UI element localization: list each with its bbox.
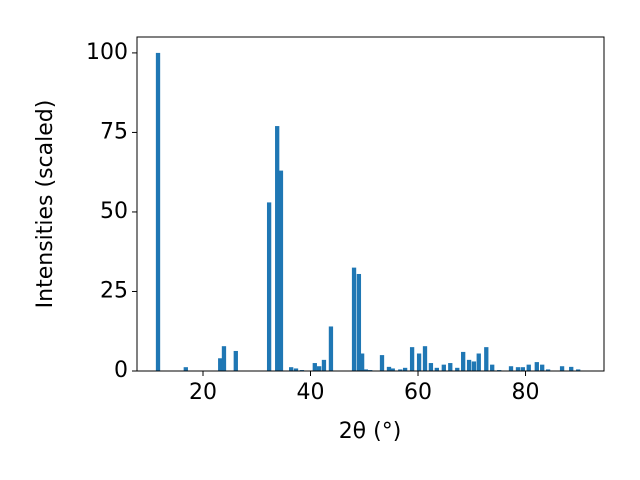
bar (398, 369, 403, 371)
bar (520, 367, 525, 371)
bar (466, 359, 472, 371)
y-tick-label: 75 (100, 119, 128, 144)
bar (471, 361, 477, 371)
bar (218, 358, 223, 371)
bar (448, 363, 453, 371)
bar (221, 346, 227, 371)
bar (351, 267, 357, 371)
bar (569, 366, 574, 371)
bar (545, 369, 551, 371)
bar (379, 355, 385, 371)
y-tick-label: 25 (100, 278, 128, 303)
bar (328, 326, 334, 371)
bar (316, 366, 322, 371)
y-axis-label: Intensities (scaled) (33, 100, 58, 309)
y-tick-label: 50 (100, 199, 128, 224)
bar (321, 359, 327, 371)
x-axis-label: 2θ (°) (339, 419, 402, 444)
bar (508, 366, 514, 371)
bar (576, 369, 581, 371)
y-tick-label: 100 (86, 40, 128, 65)
bar (476, 353, 481, 371)
bar (534, 362, 539, 371)
bar (515, 367, 521, 371)
bar (428, 363, 434, 371)
bar (434, 367, 439, 371)
plot-frame (136, 36, 605, 372)
bar (386, 366, 392, 371)
bar (183, 367, 188, 371)
bar (422, 346, 428, 371)
bar (409, 347, 415, 371)
bar (484, 347, 489, 371)
bar (461, 351, 466, 371)
x-tick-label: 20 (189, 380, 217, 405)
bar (155, 52, 161, 372)
bar (312, 363, 317, 371)
bar (416, 353, 422, 371)
bar (526, 364, 531, 371)
bar (278, 170, 284, 371)
bar (490, 364, 495, 371)
bar (363, 369, 369, 371)
bar (356, 273, 362, 371)
bar (540, 364, 545, 371)
bar (289, 367, 294, 371)
x-tick-label: 60 (404, 380, 432, 405)
bar (275, 126, 280, 371)
bar (233, 350, 238, 371)
bar (359, 353, 365, 371)
bar (455, 367, 460, 371)
bar (266, 202, 272, 371)
x-tick-label: 80 (512, 380, 540, 405)
x-tick-label: 40 (297, 380, 325, 405)
bar (402, 367, 408, 371)
y-tick-label: 0 (114, 358, 128, 383)
bar (293, 368, 299, 371)
bar (559, 366, 565, 371)
bar (441, 364, 446, 371)
bar (390, 368, 395, 371)
